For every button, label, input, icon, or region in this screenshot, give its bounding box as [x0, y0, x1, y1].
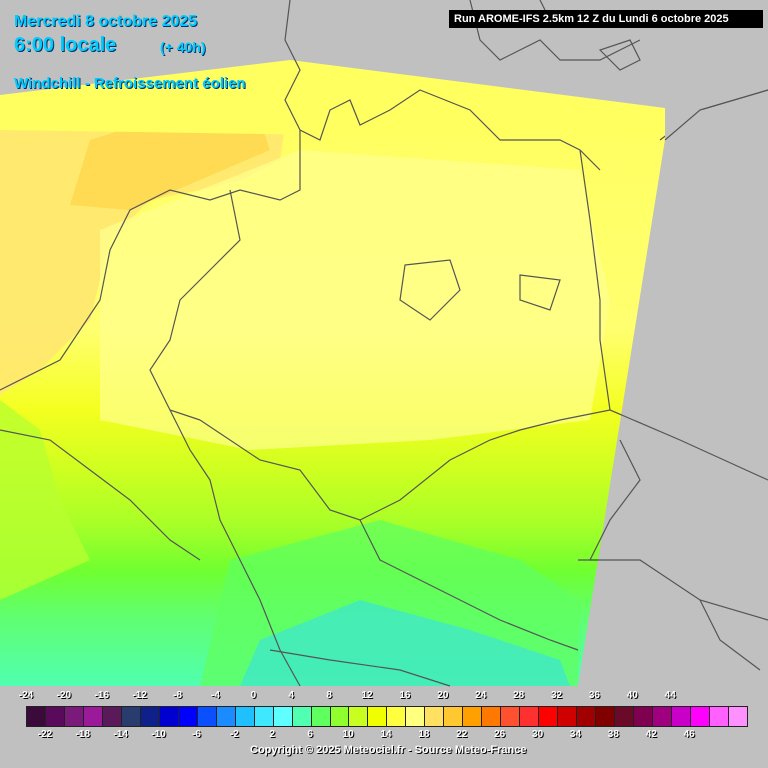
- legend-swatch: [349, 707, 369, 726]
- legend-label-bottom: 14: [380, 729, 392, 740]
- legend-label-bottom: 10: [342, 729, 354, 740]
- legend-swatch: [671, 707, 691, 726]
- color-legend: -24 -20 -16 -12 -8 -4 0 4 8 12 16 20 24 28 32 36 40 44 -22…: [0, 686, 768, 768]
- domain-top-fill: [0, 60, 665, 140]
- legend-label-bottom: 46: [683, 729, 695, 740]
- forecast-lead-time: (+ 40h): [160, 39, 206, 55]
- legend-label-top: -24: [18, 690, 34, 701]
- legend-label-top: -12: [132, 690, 147, 701]
- legend-label-top: -8: [173, 690, 183, 701]
- legend-label-top: 16: [399, 690, 411, 701]
- field-alps-cyan: [240, 600, 570, 686]
- legend-swatch: [615, 707, 634, 726]
- legend-swatch: [368, 707, 388, 726]
- legend-swatch: [216, 707, 236, 726]
- field-west-green: [0, 400, 90, 600]
- legend-label-top: -20: [56, 690, 72, 701]
- legend-swatch: [121, 707, 141, 726]
- legend-label-top: 0: [250, 690, 257, 701]
- legend-label-bottom: -6: [192, 729, 201, 740]
- legend-label-top: 44: [664, 690, 676, 701]
- legend-swatch: [406, 707, 426, 726]
- legend-swatch: [83, 707, 103, 726]
- legend-swatch: [634, 707, 653, 726]
- legend-swatch: [292, 707, 312, 726]
- legend-label-bottom: -2: [229, 729, 239, 740]
- legend-label-bottom: -14: [113, 729, 128, 740]
- legend-label-top: 8: [326, 690, 332, 701]
- legend-swatch: [577, 707, 597, 726]
- legend-swatch: [197, 707, 217, 726]
- legend-swatch: [159, 707, 179, 726]
- legend-label-bottom: 2: [269, 729, 276, 740]
- color-scale-bar: [26, 706, 748, 727]
- legend-label-bottom: -22: [37, 729, 53, 740]
- legend-swatch: [235, 707, 255, 726]
- legend-swatch: [311, 707, 331, 726]
- legend-swatch: [64, 707, 84, 726]
- legend-swatch: [45, 707, 65, 726]
- outside-borders: [589, 89, 768, 671]
- forecast-date: Mercredi 8 octobre 2025: [14, 13, 198, 30]
- legend-swatch: [690, 707, 710, 726]
- legend-swatch: [463, 707, 483, 726]
- legend-label-bottom: -18: [75, 729, 91, 740]
- legend-swatch: [330, 707, 350, 726]
- parameter-title: Windchill - Refroissement éolien: [14, 75, 246, 92]
- legend-label-top: 36: [588, 690, 600, 701]
- outside-domain-right: [578, 110, 768, 686]
- legend-label-bottom: -10: [151, 729, 166, 740]
- legend-swatch: [728, 707, 747, 726]
- legend-label-bottom: 18: [418, 729, 430, 740]
- legend-swatch: [178, 707, 198, 726]
- legend-label-top: 12: [361, 690, 373, 701]
- legend-swatch: [387, 707, 407, 726]
- legend-label-top: 4: [288, 690, 295, 701]
- legend-swatch: [102, 707, 122, 726]
- model-run-banner: Run AROME-IFS 2.5km 12 Z du Lundi 6 octo…: [449, 10, 763, 28]
- legend-swatch: [501, 707, 521, 726]
- legend-swatch: [652, 707, 672, 726]
- legend-label-bottom: 42: [645, 729, 657, 740]
- forecast-time: 6:00 locale: [14, 34, 117, 56]
- legend-swatch: [709, 707, 729, 726]
- legend-label-top: -4: [211, 690, 220, 701]
- legend-swatch: [596, 707, 616, 726]
- legend-label-top: 20: [437, 690, 449, 701]
- legend-label-top: 24: [475, 690, 487, 701]
- legend-label-bottom: 30: [532, 729, 544, 740]
- legend-label-bottom: 38: [607, 729, 619, 740]
- legend-swatch: [520, 707, 540, 726]
- field-land-pale: [100, 150, 610, 450]
- legend-swatch: [444, 707, 464, 726]
- legend-swatch: [254, 707, 274, 726]
- legend-label-bottom: 22: [456, 729, 468, 740]
- legend-swatch: [140, 707, 160, 726]
- legend-label-top: 28: [513, 690, 525, 701]
- legend-label-bottom: 26: [494, 729, 506, 740]
- legend-swatch: [482, 707, 502, 726]
- legend-swatch: [27, 707, 46, 726]
- legend-label-bottom: 34: [569, 729, 582, 740]
- legend-label-top: 40: [626, 690, 638, 701]
- legend-label-top: 32: [550, 690, 563, 701]
- copyright-notice: Copyright © 2025 Meteociel.fr - Source M…: [250, 744, 527, 756]
- legend-swatch: [539, 707, 559, 726]
- legend-swatch: [425, 707, 445, 726]
- legend-swatch: [558, 707, 578, 726]
- legend-swatch: [273, 707, 293, 726]
- legend-label-top: -16: [94, 690, 110, 701]
- legend-label-bottom: 6: [307, 729, 313, 740]
